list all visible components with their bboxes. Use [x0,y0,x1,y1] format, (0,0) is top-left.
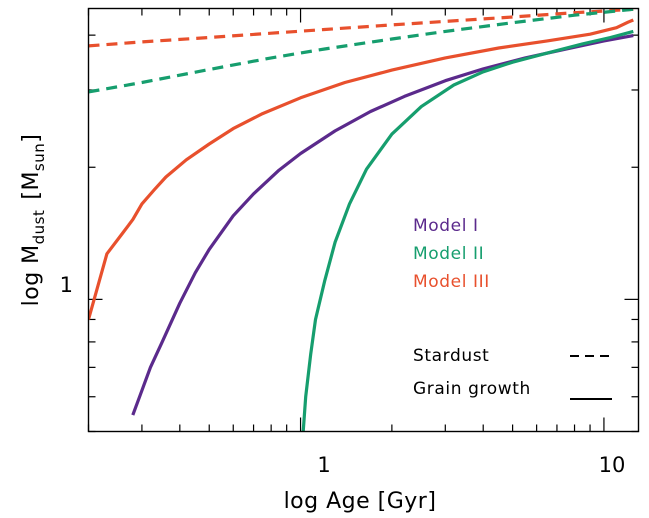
x-tick-label-1: 1 [317,453,330,477]
stardust-line-2 [88,8,634,94]
legend-stardust-label: Stardust [413,346,489,366]
stardust-line-1 [88,8,634,48]
series-line-3 [88,18,634,320]
legend: Model I Model II Model III Stardust Grai… [413,216,612,400]
y-tick-label-1: 1 [60,273,73,297]
plot-curves [88,8,634,432]
legend-model-2: Model II [413,244,484,264]
series-line-2 [301,29,634,432]
y-axis-label-unit-close: ] [19,134,44,143]
y-axis-label: log Mdust [Msun] [19,134,48,307]
y-axis-label-unit: [M [19,171,44,200]
legend-grain-growth-label: Grain growth [413,379,531,399]
y-axis-label-sub: dust [30,210,48,245]
y-axis-label-main: log M [19,244,44,306]
legend-model-3: Model III [413,272,490,292]
plot-frame [87,7,640,433]
legend-model-1: Model I [413,216,479,236]
svg-text:log Mdust[Msun]: log Mdust [Msun] [19,134,48,307]
y-axis-label-unit-sub: sun [30,143,48,171]
x-axis-label: log Age [Gyr] [284,489,437,514]
x-tick-label-10: 10 [599,453,626,477]
series-line-1 [131,34,634,416]
axis-ticks [87,8,639,433]
